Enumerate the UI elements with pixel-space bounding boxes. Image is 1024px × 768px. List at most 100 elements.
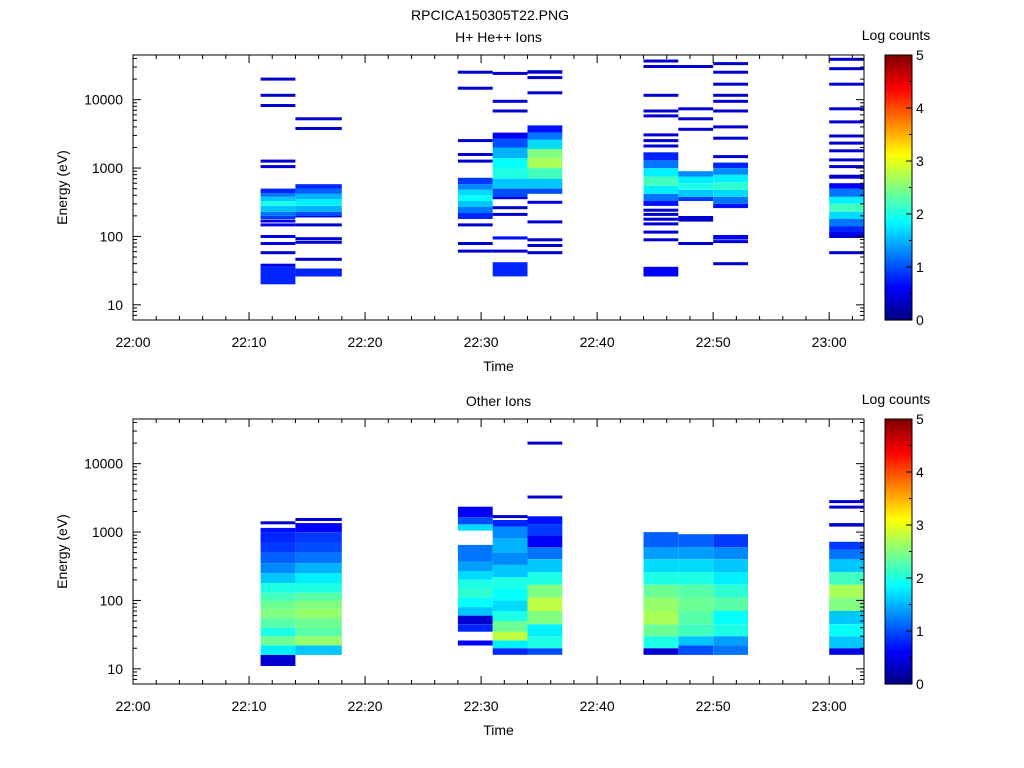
colorbar-segment <box>885 679 912 683</box>
colorbar-segment <box>885 125 912 129</box>
spectrogram-cell <box>457 640 493 646</box>
colorbar-segment <box>885 143 912 147</box>
colorbar-segment <box>885 174 912 178</box>
spectrogram-cell <box>260 627 296 637</box>
spectrogram-cell <box>260 263 296 267</box>
spectrogram-cell <box>713 189 748 197</box>
colorbar-segment <box>885 169 912 173</box>
colorbar-segment <box>885 306 912 310</box>
spectrogram-cell <box>492 520 528 527</box>
spectrogram-cell <box>260 104 296 107</box>
colorbar-segment <box>885 445 912 449</box>
spectrogram-cell <box>527 139 563 149</box>
spectrogram-cell <box>260 618 296 628</box>
colorbar-segment <box>885 253 912 257</box>
colorbar-segment <box>885 275 912 279</box>
colorbar-segment <box>885 611 912 614</box>
spectrogram-cell <box>457 86 493 90</box>
colorbar-tick-label: 3 <box>916 517 924 533</box>
spectrogram-cell <box>643 584 679 598</box>
colorbar-segment <box>885 72 912 76</box>
spectrogram-cell <box>260 188 296 194</box>
colorbar-segment <box>885 427 912 431</box>
colorbar-segment <box>885 85 912 89</box>
spectrogram-cell <box>457 213 493 219</box>
spectrogram-cell <box>829 149 864 153</box>
colorbar-segment <box>885 659 912 663</box>
spectrogram-cell <box>829 141 864 145</box>
colorbar-segment <box>885 617 912 621</box>
spectrogram-cell <box>492 236 528 240</box>
colorbar-segment <box>885 99 912 102</box>
spectrogram-cell <box>527 251 563 255</box>
colorbar-segment <box>885 191 912 195</box>
colorbar-segment <box>885 81 912 85</box>
spectrogram-cell <box>678 127 714 131</box>
panel-title: Other Ions <box>466 393 531 409</box>
colorbar-tick-label: 2 <box>916 570 924 586</box>
colorbar-segment <box>885 300 912 303</box>
colorbar-segment <box>885 441 912 444</box>
colorbar-segment <box>885 123 912 127</box>
spectrogram-cell <box>713 168 748 175</box>
spectrogram-cell <box>713 636 748 646</box>
spectrogram-cell <box>829 584 864 598</box>
spectrogram-cell <box>829 505 864 509</box>
colorbar-segment <box>885 443 912 447</box>
colorbar-segment <box>885 549 912 553</box>
colorbar-segment <box>885 582 912 586</box>
colorbar-segment <box>885 677 912 681</box>
colorbar-segment <box>885 185 912 189</box>
colorbar-segment <box>885 423 912 427</box>
spectrogram-cell <box>643 547 679 560</box>
colorbar-segment <box>885 156 912 160</box>
spectrogram-cell <box>527 91 563 95</box>
colorbar-segment <box>885 163 912 167</box>
colorbar-segment <box>885 110 912 114</box>
spectrogram-cell <box>643 532 679 548</box>
spectrogram-cell <box>457 184 493 190</box>
spectrogram-cell <box>713 82 748 86</box>
spectrogram-cell <box>492 552 528 565</box>
colorbar-segment <box>885 531 912 535</box>
spectrogram-cell <box>678 176 714 184</box>
colorbar-segment <box>885 136 912 140</box>
colorbar-segment <box>885 293 912 297</box>
colorbar-segment <box>885 438 912 442</box>
colorbar-segment <box>885 282 912 286</box>
colorbar-segment <box>885 525 912 528</box>
spectrogram-cell <box>678 189 714 197</box>
spectrogram-cell <box>492 600 528 611</box>
spectrogram-cell <box>260 600 296 609</box>
spectrogram-cell <box>527 648 563 655</box>
colorbar-segment <box>885 229 912 233</box>
y-tick-label: 1000 <box>92 160 123 176</box>
colorbar-segment <box>885 214 912 217</box>
spectrogram-cell <box>829 120 864 124</box>
spectrogram-cell <box>713 162 748 168</box>
colorbar-segment <box>885 216 912 220</box>
colorbar-segment <box>885 600 912 603</box>
spectrogram-cell <box>492 249 528 253</box>
spectrogram-cell <box>829 134 864 138</box>
x-tick-label: 22:30 <box>464 698 499 714</box>
colorbar-segment <box>885 586 912 590</box>
colorbar-tick-label: 4 <box>916 100 924 116</box>
spectrogram-cell <box>713 203 748 209</box>
colorbar-segment <box>885 452 912 455</box>
spectrogram-cell <box>457 249 493 253</box>
spectrogram-cell <box>295 636 342 646</box>
colorbar-segment <box>885 522 912 526</box>
colorbar-tick-label: 5 <box>916 47 924 63</box>
spectrogram-cell <box>713 109 748 113</box>
spectrogram-cell <box>643 624 679 637</box>
spectrogram-cell <box>829 183 864 189</box>
colorbar-segment <box>885 571 912 575</box>
spectrogram-cell <box>527 238 563 242</box>
colorbar-segment <box>885 196 912 200</box>
colorbar-segment <box>885 114 912 118</box>
spectrogram-cell <box>643 185 679 194</box>
colorbar-segment <box>885 302 912 306</box>
spectrogram-cell <box>829 549 864 560</box>
